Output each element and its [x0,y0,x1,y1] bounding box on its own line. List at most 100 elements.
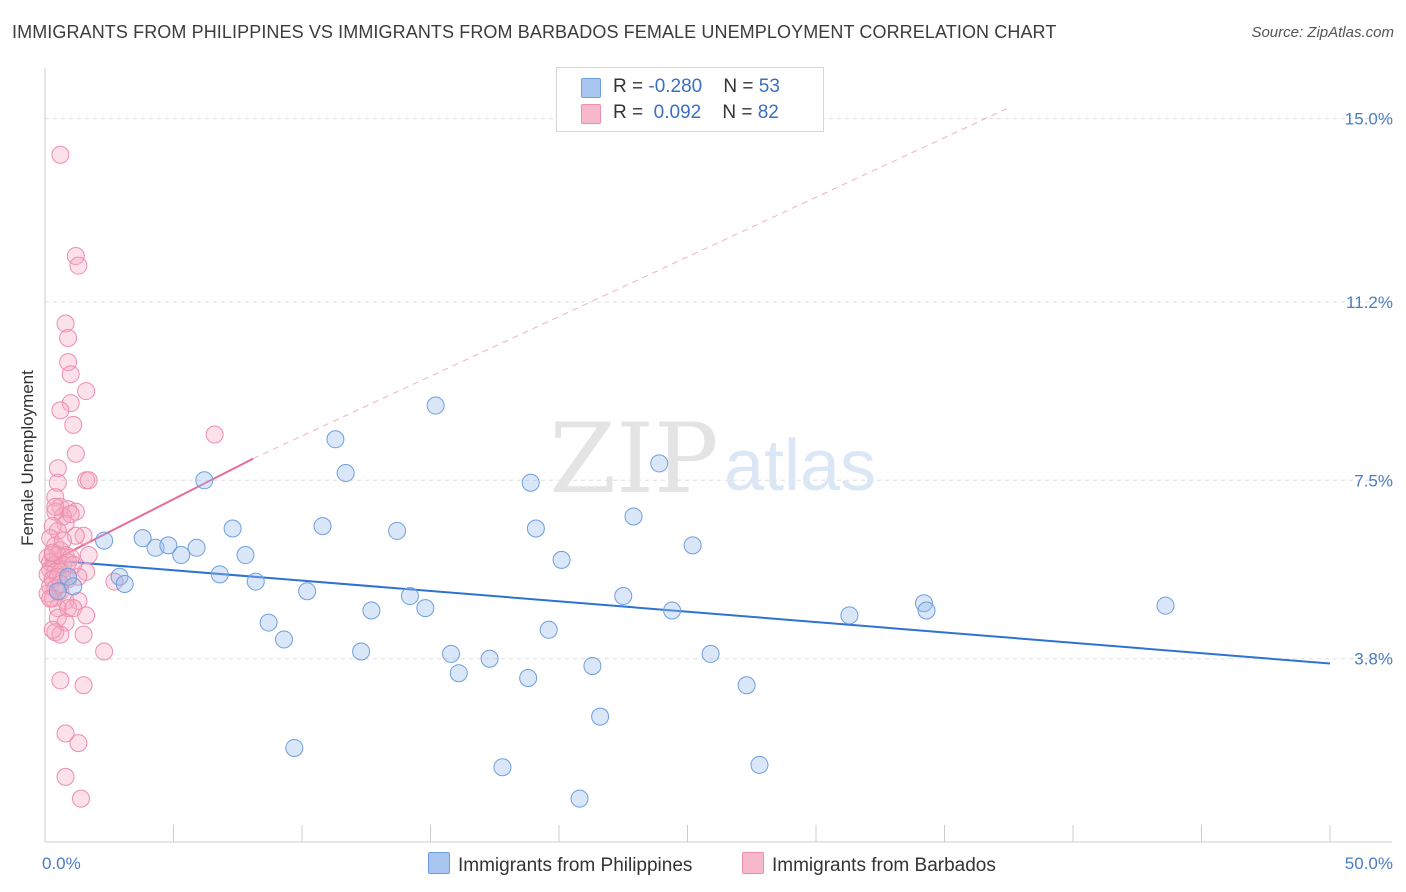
barbados-point [51,671,70,690]
trend-line-barbados-extension [252,106,1012,460]
barbados-point [205,425,224,444]
barbados-point [56,591,75,610]
barbados-point [56,724,75,743]
r-label: R = [613,102,649,123]
barbados-point [77,606,96,625]
barbados-point [74,625,93,644]
axes [44,68,1392,843]
barbados-point [74,676,93,695]
barbados-point [48,459,67,478]
barbados-point [48,473,67,492]
philippines-point [313,517,332,536]
philippines-point [701,644,720,663]
philippines-point [48,582,67,601]
philippines-point [195,471,214,490]
philippines-point [493,758,512,777]
r-value-philippines: -0.280 [648,76,703,97]
philippines-point [552,550,571,569]
philippines-point [416,599,435,618]
legend-text-philippines: R = -0.280 N = 53 [613,76,780,98]
philippines-point [59,567,78,586]
philippines-point [449,664,468,683]
philippines-point [683,536,702,555]
philippines-point [914,594,933,613]
barbados-point [56,767,75,786]
y-tick-label: 3.8% [1354,650,1393,669]
source-label: Source: ZipAtlas.com [1251,24,1394,41]
n-value-barbados: 82 [757,102,779,123]
barbados-point [66,444,85,463]
philippines-point [298,582,317,601]
legend-swatch-philippines [581,78,601,98]
trend-line-philippines [44,558,1331,665]
barbados-point [69,256,88,275]
philippines-point [187,538,206,557]
philippines-point [236,546,255,565]
barbados-point [43,517,62,536]
watermark-zip: ZIP [549,403,718,515]
x-tick-label: 0.0% [42,854,81,873]
barbados-point [77,382,96,401]
barbados-point [74,526,93,545]
series-label-barbados: Immigrants from Barbados [772,855,996,876]
barbados-point [53,531,72,550]
barbados-point [59,329,78,348]
barbados-point [56,314,75,333]
philippines-point [663,601,682,620]
philippines-point [275,630,294,649]
x-tick-labels: 0.0% 50.0% [42,854,1393,873]
barbados-point [59,353,78,372]
philippines-point [326,430,345,449]
philippines-point [400,587,419,606]
barbados-point [71,789,90,808]
barbados-point [64,415,83,434]
barbados-point [51,401,70,420]
philippines-point [133,529,152,548]
philippines-point [442,644,461,663]
n-label: N = [722,102,758,123]
series-swatch-philippines [428,852,450,874]
barbados-point [48,521,67,540]
philippines-point [917,601,936,620]
trend-line-barbados [44,457,254,566]
y-tick-label: 15.0% [1345,110,1393,129]
philippines-point [159,536,178,555]
legend-swatch-barbados [581,104,601,124]
y-tick-label: 7.5% [1354,471,1393,490]
philippines-point [539,620,558,639]
barbados-point [61,548,80,567]
philippines-point [64,577,83,596]
philippines-point [583,656,602,675]
philippines-point [737,676,756,695]
philippines-point [352,642,371,661]
barbados-point [43,620,62,639]
philippines-point [362,601,381,620]
barbados-point [51,145,70,164]
philippines-point [388,521,407,540]
philippines-point [521,473,540,492]
philippines-point [223,519,242,538]
barbados-point [46,623,65,642]
n-value-philippines: 53 [758,76,780,97]
series-legend-barbados: Immigrants from Barbados [742,852,996,877]
barbados-point [69,734,88,753]
series-legend-philippines: Immigrants from Philippines [428,852,692,877]
philippines-points [48,396,1175,808]
correlation-legend: R = -0.280 N = 53 R = 0.092 N = 82 [556,67,824,132]
philippines-point [115,574,134,593]
barbados-point [43,543,62,562]
philippines-point [480,649,499,668]
philippines-point [591,707,610,726]
barbados-point [61,394,80,413]
y-tick-labels: 3.8% 7.5% 11.2% 15.0% [1345,110,1393,669]
y-tick-label: 11.2% [1346,293,1393,312]
philippines-point [526,519,545,538]
y-axis-label: Female Unemployment [18,370,37,546]
philippines-point [210,565,229,584]
philippines-point [1156,596,1175,615]
philippines-point [750,755,769,774]
philippines-point [95,531,114,550]
philippines-point [614,587,633,606]
philippines-point [336,464,355,483]
barbados-point [61,365,80,384]
